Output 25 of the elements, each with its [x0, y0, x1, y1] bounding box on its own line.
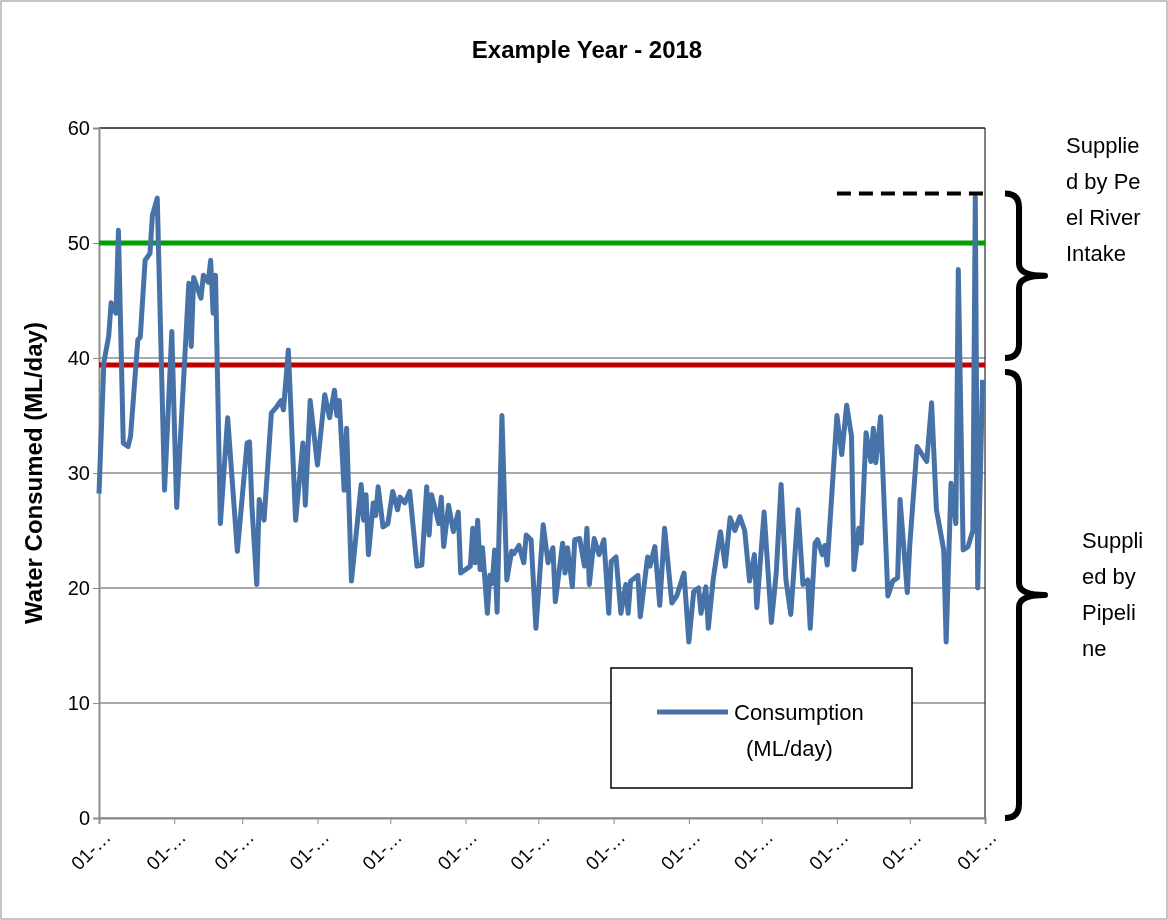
x-tick-label: 01-… — [729, 826, 778, 875]
x-tick-label: 01-… — [142, 826, 190, 875]
y-tick-label: 0 — [78, 806, 90, 829]
x-tick-label: 01-… — [581, 826, 630, 875]
text: Supplied by Pipeline — [1082, 526, 1144, 663]
x-tick-label: 01-… — [210, 826, 258, 875]
y-tick-label: 30 — [67, 461, 90, 484]
legend-label: Consumption (ML/day) — [734, 700, 864, 761]
y-tick-label: 50 — [67, 231, 90, 254]
x-tick-label: 01-… — [358, 826, 406, 875]
x-tick-label: 01-… — [433, 826, 482, 875]
x-tick-label: 01-… — [656, 826, 705, 875]
y-axis-title: Water Consumed (ML/day) — [20, 322, 47, 624]
y-tick-label: 20 — [67, 576, 90, 599]
y-tick-label: 60 — [67, 116, 90, 139]
x-tick-label: 01-… — [952, 826, 1001, 875]
x-tick-label: 01-… — [804, 826, 853, 875]
y-tick-label: 40 — [67, 346, 90, 369]
x-tick-label: 01-… — [285, 826, 334, 875]
text: Supplied by Peel River Intake — [1066, 132, 1142, 268]
x-tick-label: 01-… — [877, 826, 926, 875]
x-tick-label: 01-… — [506, 826, 555, 875]
x-tick-label: 01-… — [66, 826, 115, 875]
chart-title: Example Year - 2018 — [471, 36, 703, 63]
y-tick-label: 10 — [67, 691, 90, 714]
